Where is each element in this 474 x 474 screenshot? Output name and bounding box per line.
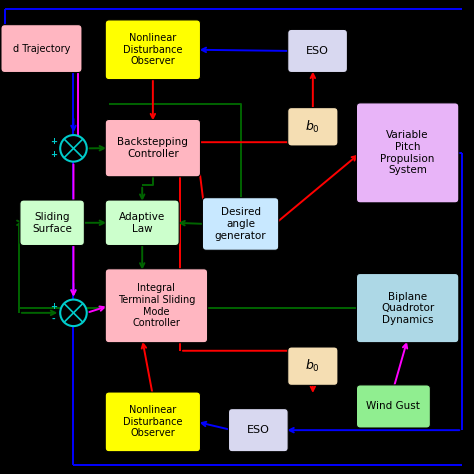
Text: Adaptive
Law: Adaptive Law xyxy=(119,212,165,234)
Text: +: + xyxy=(50,151,57,159)
Text: Variable
Pitch
Propulsion
System: Variable Pitch Propulsion System xyxy=(381,130,435,175)
FancyBboxPatch shape xyxy=(105,269,208,343)
Text: d Trajectory: d Trajectory xyxy=(13,44,70,54)
FancyBboxPatch shape xyxy=(356,385,430,428)
Text: Nonlinear
Disturbance
Observer: Nonlinear Disturbance Observer xyxy=(123,405,182,438)
Text: ESO: ESO xyxy=(306,46,329,56)
FancyBboxPatch shape xyxy=(202,198,279,250)
FancyBboxPatch shape xyxy=(105,119,201,177)
FancyBboxPatch shape xyxy=(356,273,459,343)
FancyBboxPatch shape xyxy=(228,409,288,452)
FancyBboxPatch shape xyxy=(1,25,82,73)
Text: $b_0$: $b_0$ xyxy=(305,358,320,374)
Text: +: + xyxy=(50,137,57,146)
Text: Wind Gust: Wind Gust xyxy=(366,401,420,411)
FancyBboxPatch shape xyxy=(105,392,201,452)
Text: Integral
Terminal Sliding
Mode
Controller: Integral Terminal Sliding Mode Controlle… xyxy=(118,283,195,328)
Circle shape xyxy=(60,135,87,162)
FancyBboxPatch shape xyxy=(288,347,338,385)
Text: -: - xyxy=(52,315,55,324)
Circle shape xyxy=(60,300,87,326)
Text: $b_0$: $b_0$ xyxy=(305,119,320,135)
Text: Desired
angle
generator: Desired angle generator xyxy=(215,207,266,241)
FancyBboxPatch shape xyxy=(288,108,338,146)
FancyBboxPatch shape xyxy=(20,200,84,246)
Text: Biplane
Quadrotor
Dynamics: Biplane Quadrotor Dynamics xyxy=(381,292,434,325)
FancyBboxPatch shape xyxy=(288,29,347,73)
Text: Backstepping
Controller: Backstepping Controller xyxy=(118,137,188,159)
FancyBboxPatch shape xyxy=(105,200,179,246)
Text: +: + xyxy=(50,302,57,310)
FancyBboxPatch shape xyxy=(105,20,201,80)
Text: Sliding
Surface: Sliding Surface xyxy=(32,212,72,234)
Text: ESO: ESO xyxy=(247,425,270,435)
FancyBboxPatch shape xyxy=(356,103,459,203)
Text: Nonlinear
Disturbance
Observer: Nonlinear Disturbance Observer xyxy=(123,33,182,66)
